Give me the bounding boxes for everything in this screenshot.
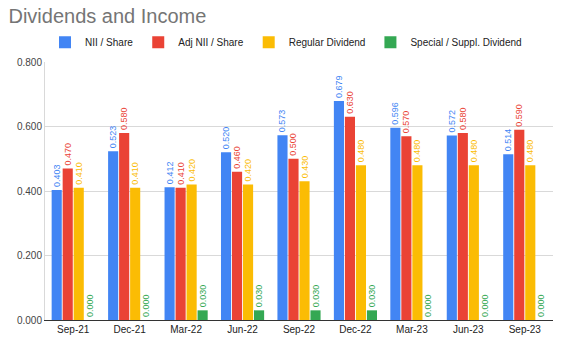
svg-text:0.410: 0.410: [74, 162, 84, 185]
svg-text:0.630: 0.630: [345, 91, 355, 114]
svg-text:0.410: 0.410: [176, 162, 186, 185]
svg-text:Dividends and Income: Dividends and Income: [8, 5, 206, 27]
svg-text:0.523: 0.523: [108, 126, 118, 149]
svg-text:0.480: 0.480: [525, 140, 535, 163]
svg-text:0.590: 0.590: [514, 104, 524, 127]
svg-text:0.420: 0.420: [187, 159, 197, 182]
svg-text:0.000: 0.000: [17, 315, 42, 326]
svg-text:0.570: 0.570: [401, 111, 411, 134]
svg-text:0.520: 0.520: [221, 127, 231, 150]
svg-text:Special / Suppl. Dividend: Special / Suppl. Dividend: [410, 37, 521, 48]
svg-text:Mar-23: Mar-23: [396, 324, 428, 335]
svg-text:NII / Share: NII / Share: [85, 37, 133, 48]
svg-text:Dec-21: Dec-21: [114, 324, 147, 335]
svg-text:0.000: 0.000: [141, 294, 151, 317]
svg-text:0.573: 0.573: [277, 110, 287, 133]
svg-text:0.679: 0.679: [334, 75, 344, 98]
svg-text:Jun-22: Jun-22: [227, 324, 258, 335]
svg-text:Sep-22: Sep-22: [283, 324, 316, 335]
svg-text:Mar-22: Mar-22: [170, 324, 202, 335]
svg-text:0.000: 0.000: [423, 294, 433, 317]
svg-text:0.403: 0.403: [52, 164, 62, 187]
svg-text:0.000: 0.000: [536, 294, 546, 317]
svg-text:0.000: 0.000: [480, 294, 490, 317]
svg-text:0.420: 0.420: [243, 159, 253, 182]
svg-text:0.030: 0.030: [311, 285, 321, 308]
svg-text:0.030: 0.030: [254, 285, 264, 308]
svg-text:0.200: 0.200: [17, 250, 42, 261]
svg-text:Sep-23: Sep-23: [509, 324, 542, 335]
svg-text:Adj NII / Share: Adj NII / Share: [178, 37, 243, 48]
svg-text:0.460: 0.460: [232, 146, 242, 169]
svg-text:0.480: 0.480: [412, 140, 422, 163]
svg-text:0.514: 0.514: [503, 129, 513, 152]
svg-text:Jun-23: Jun-23: [453, 324, 484, 335]
svg-text:0.030: 0.030: [367, 285, 377, 308]
svg-text:Sep-21: Sep-21: [57, 324, 90, 335]
svg-text:0.430: 0.430: [300, 156, 310, 179]
svg-text:Regular Dividend: Regular Dividend: [289, 37, 366, 48]
svg-text:0.596: 0.596: [390, 102, 400, 125]
svg-text:0.580: 0.580: [119, 107, 129, 130]
svg-text:0.412: 0.412: [165, 162, 175, 185]
svg-text:0.500: 0.500: [288, 133, 298, 156]
svg-text:0.480: 0.480: [469, 140, 479, 163]
svg-text:0.600: 0.600: [17, 121, 42, 132]
svg-text:0.030: 0.030: [198, 285, 208, 308]
svg-text:0.572: 0.572: [447, 110, 457, 133]
svg-text:0.470: 0.470: [63, 143, 73, 166]
svg-text:0.000: 0.000: [85, 294, 95, 317]
svg-text:0.400: 0.400: [17, 186, 42, 197]
svg-text:0.580: 0.580: [458, 107, 468, 130]
svg-text:0.800: 0.800: [17, 57, 42, 68]
svg-text:0.480: 0.480: [356, 140, 366, 163]
svg-text:0.410: 0.410: [130, 162, 140, 185]
svg-text:Dec-22: Dec-22: [339, 324, 372, 335]
